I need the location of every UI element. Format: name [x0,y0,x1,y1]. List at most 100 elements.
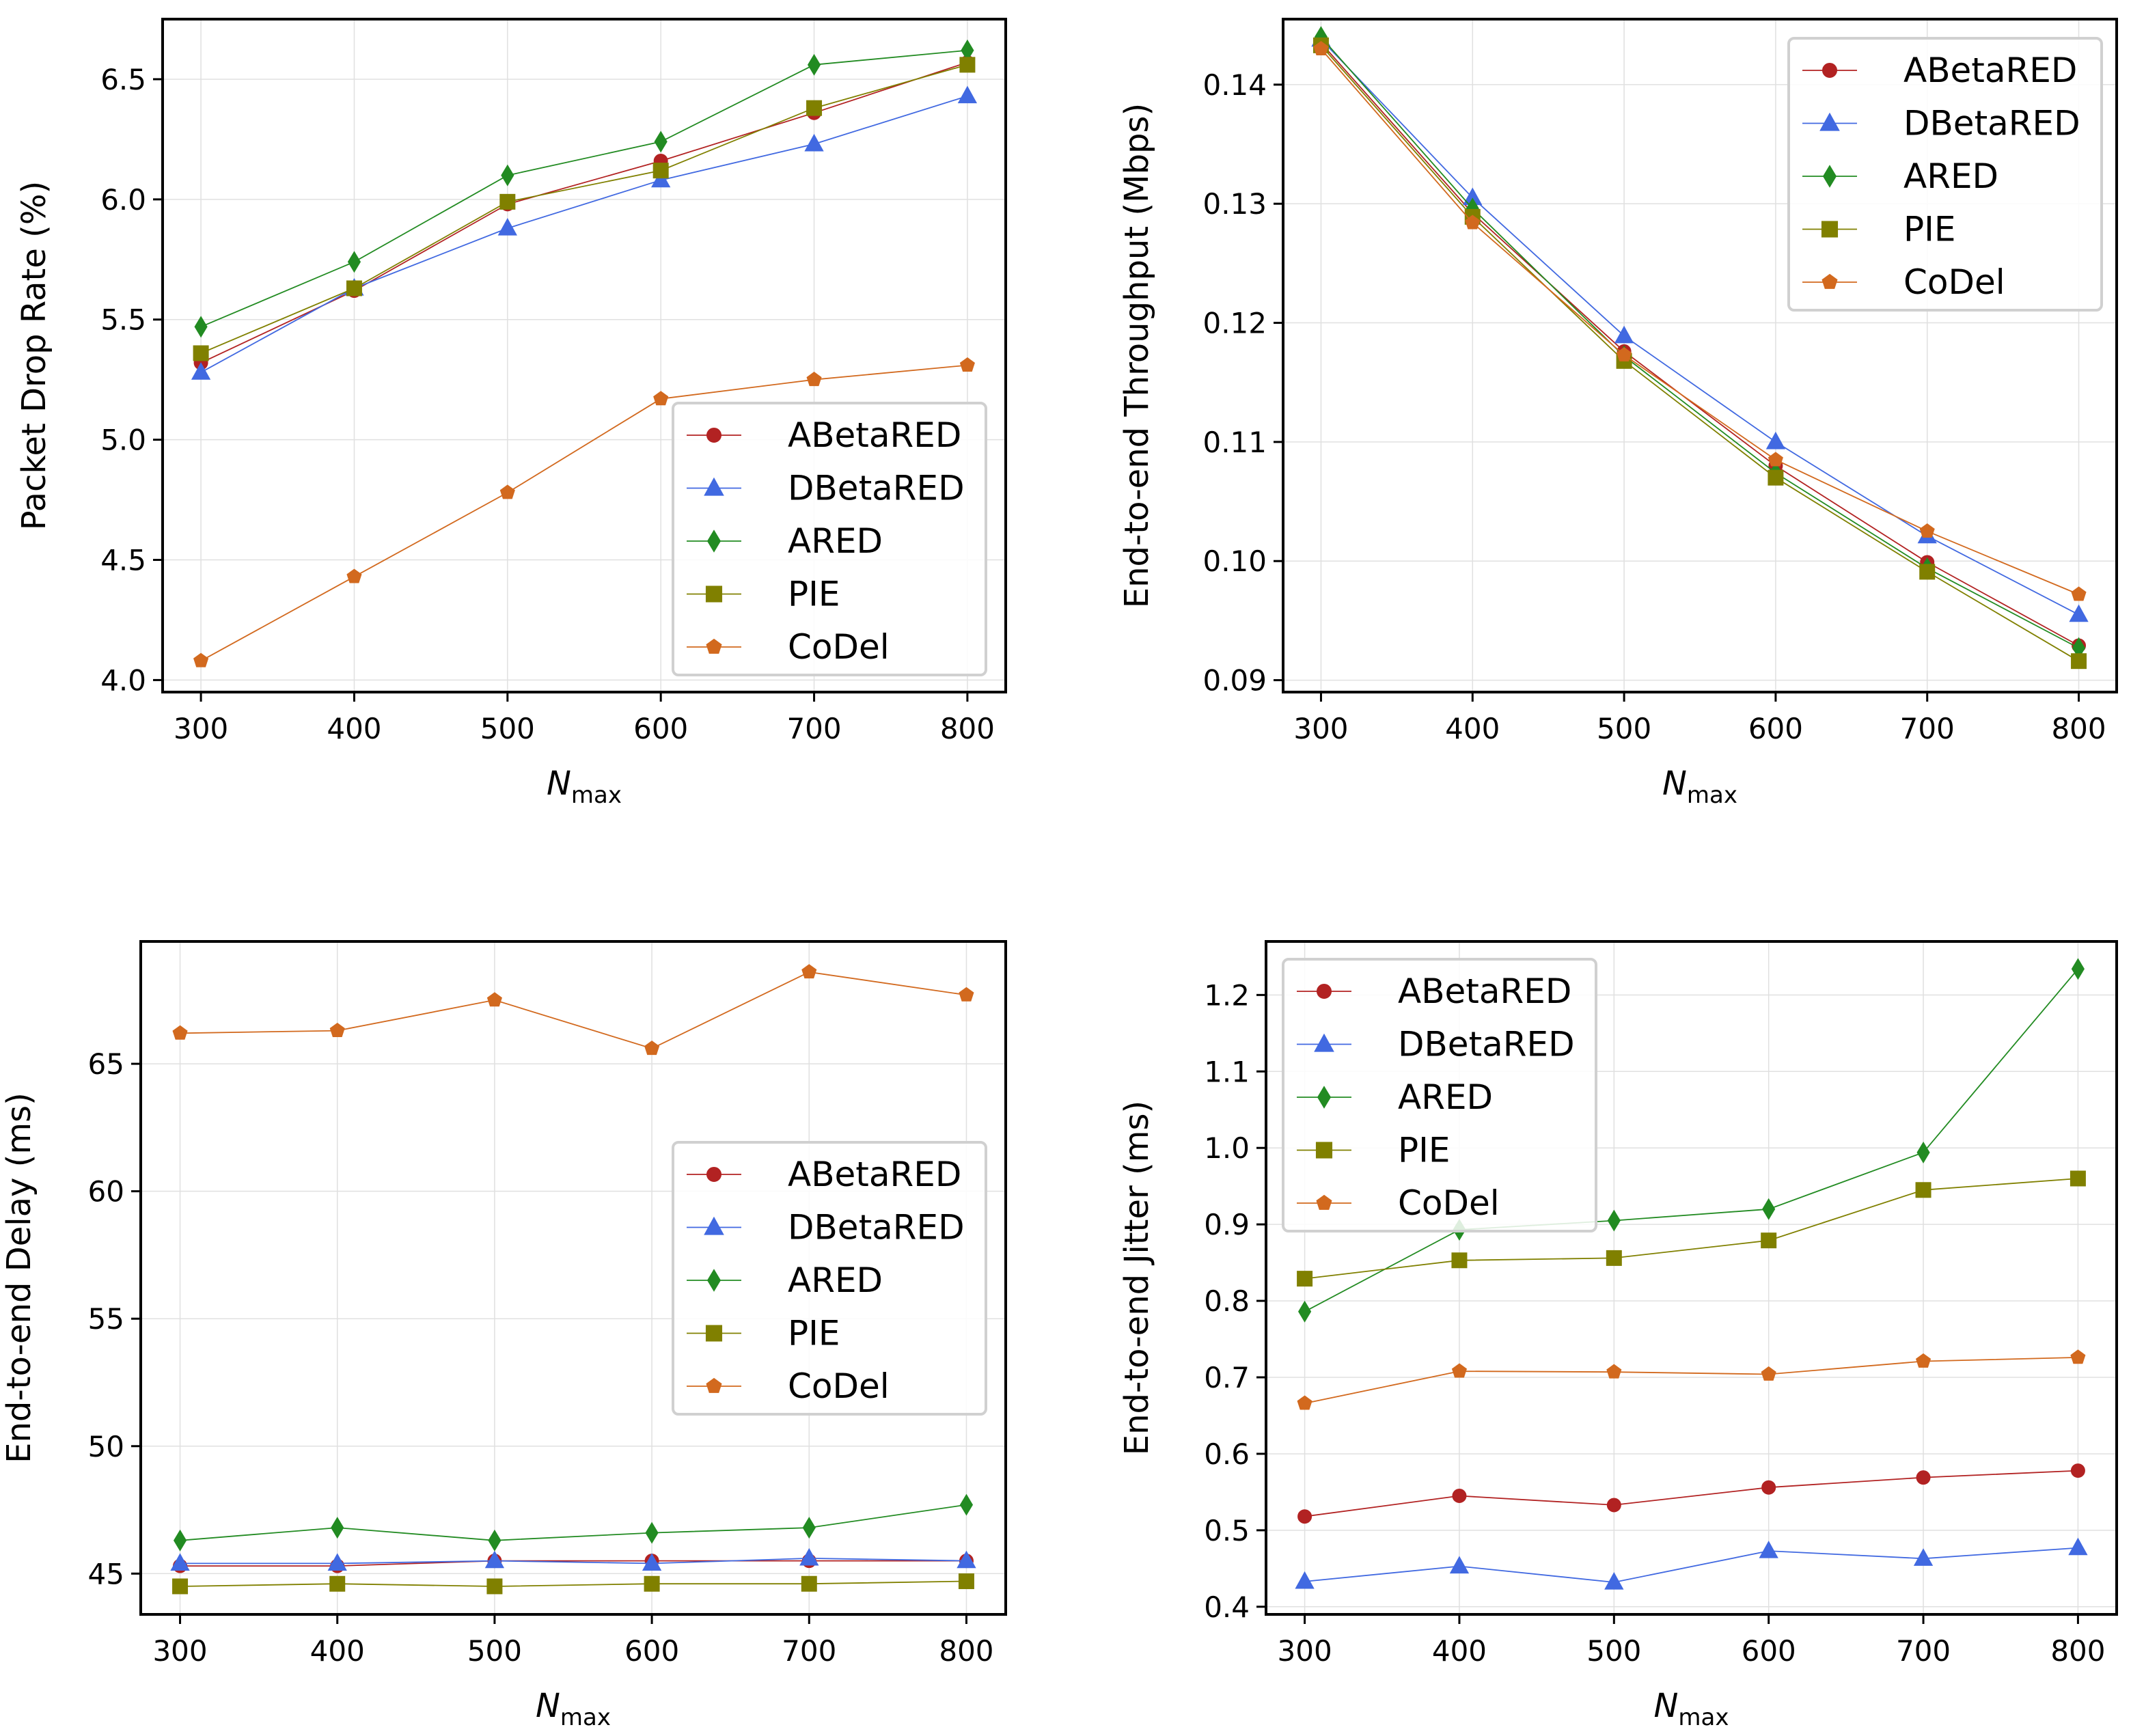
data-point [1297,1395,1312,1410]
data-point [1295,1571,1315,1589]
x-axis-title-main: N [1662,764,1687,803]
data-point [2071,653,2087,670]
series-line [1304,1178,2078,1280]
data-point [1919,564,1936,580]
legend-item-abetared: ABetaRED [1802,51,2077,90]
legend-item-ared: ARED [1802,156,1998,196]
x-tick-label: 500 [1597,712,1651,745]
data-point [1606,1364,1622,1379]
data-point [645,1521,659,1544]
legend-marker [704,477,724,496]
y-tick-label: 0.6 [1204,1437,1250,1471]
legend-item-pie: PIE [1802,210,1956,249]
legend: ABetaRED DBetaRED ARED PIE CoDel [1282,958,1597,1232]
legend-marker [1821,221,1839,238]
legend-label: PIE [1398,1131,1451,1170]
series-line [200,49,967,328]
y-tick-label: 5.0 [100,424,146,457]
y-axis-title: End-to-end Throughput (Mbps) [1118,103,1156,609]
legend-label: CoDel [1398,1183,1500,1223]
legend-item-ared: ARED [1297,1077,1493,1117]
data-point [959,987,974,1002]
series-codel [193,357,975,667]
data-point [959,57,976,73]
data-point [1451,1363,1468,1378]
x-tick-label: 300 [1278,1634,1332,1668]
legend-item-dbetared: DBetaRED [687,1208,965,1248]
legend-label: CoDel [1903,262,2005,302]
data-point [173,1529,187,1552]
data-point [499,484,515,499]
data-point [2071,958,2085,980]
legend-label: ARED [1903,156,1998,196]
legend-marker [1317,1086,1332,1109]
data-point [644,1041,660,1056]
series-line [1304,968,2079,1312]
data-point [327,1553,347,1571]
legend-label: PIE [788,575,840,614]
y-tick-label: 45 [88,1557,124,1590]
legend-label: PIE [788,1314,840,1353]
x-tick-label: 700 [782,1634,836,1668]
legend-marker [706,638,722,654]
x-tick-label: 600 [1748,712,1803,745]
x-tick-label: 600 [624,1634,679,1668]
data-point [1614,325,1634,344]
chart-panel-3: 300 400 500 600 700 800 45 50 55 60 65 Nmax End-to-e… [0,940,1007,1731]
series-dbetared [170,1547,976,1571]
y-tick-label: 0.5 [1204,1514,1250,1547]
legend-marker [706,529,721,553]
series-line [180,1557,967,1565]
y-tick-label: 4.5 [100,544,146,577]
data-point [802,1517,816,1539]
legend-item-ared: ARED [687,1260,883,1300]
x-axis-title: Nmax [536,1687,611,1731]
x-tick-label: 600 [1742,1634,1796,1668]
legend-box [1787,37,2103,312]
legend-label: DBetaRED [788,1208,965,1248]
x-tick-label: 800 [2051,712,2106,745]
series-ared [1298,958,2085,1323]
y-tick-label: 0.10 [1202,545,1267,578]
legend-box [1282,958,1597,1232]
x-axis-title: Nmax [547,764,622,809]
x-tick-label: 800 [2050,1634,2105,1668]
data-point [807,53,821,76]
data-point [799,1547,819,1566]
data-point [654,130,668,153]
x-axis-title: Nmax [1654,1687,1729,1731]
legend-marker [1314,1033,1334,1052]
data-point [1915,1182,1931,1198]
x-tick-label: 800 [939,1634,993,1668]
series-abetared [1297,1463,2085,1524]
y-tick-label: 0.12 [1202,307,1267,340]
legend-item-abetared: ABetaRED [687,1155,961,1194]
legend-item-dbetared: DBetaRED [1297,1025,1575,1064]
data-point [1762,1198,1776,1220]
series-line [1320,36,2079,649]
data-point [2068,1537,2088,1556]
data-point [1761,1232,1777,1249]
data-point [1452,1489,1467,1504]
legend-item-pie: PIE [687,575,840,614]
legend-item-dbetared: DBetaRED [1802,104,2080,143]
legend-item-dbetared: DBetaRED [687,469,965,508]
data-point [2070,1170,2086,1187]
x-tick-label: 400 [327,712,381,745]
legend-label: DBetaRED [788,469,965,508]
series-ared [194,39,974,338]
series-abetared [193,55,975,370]
data-point [2069,604,2089,622]
legend-item-codel: CoDel [687,627,890,667]
data-point [2070,1349,2086,1364]
chart-panel-4: 300 400 500 600 700 800 0.4 0.5 0.6 0.7 0.8 0.9 1.0 1… [1118,940,2118,1731]
y-axis-title: End-to-end Jitter (ms) [1118,1101,1156,1456]
legend-label: DBetaRED [1903,104,2080,143]
data-point [1297,1271,1313,1287]
legend-item-codel: CoDel [687,1366,890,1406]
data-point [1617,347,1632,362]
y-tick-label: 50 [88,1430,124,1463]
data-point [172,1025,188,1040]
data-point [1915,1353,1931,1368]
